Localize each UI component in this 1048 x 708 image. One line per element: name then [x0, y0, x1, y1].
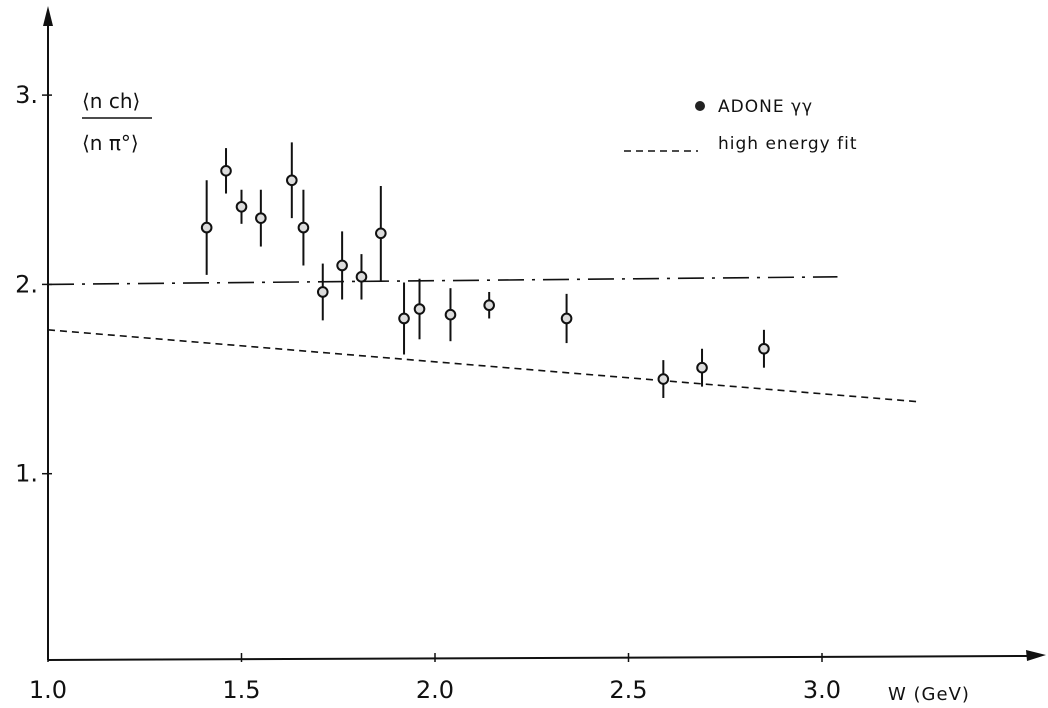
data-marker-0 — [200, 221, 213, 234]
data-marker-9 — [375, 227, 387, 240]
data-point-3 — [255, 189, 267, 247]
data-marker-17 — [758, 342, 770, 355]
data-marker-8 — [355, 271, 368, 283]
data-point-12 — [444, 288, 457, 342]
axes-layer — [43, 6, 1046, 661]
data-marker-14 — [560, 312, 573, 325]
data-marker-1 — [220, 165, 232, 177]
data-point-9 — [375, 185, 387, 281]
data-marker-16 — [696, 361, 708, 374]
ticks-layer: 1.0 1.5 2.0 2.5 3.0 1. 2. 3. — [15, 81, 841, 704]
data-marker-15 — [657, 373, 670, 385]
data-point-14 — [560, 293, 573, 344]
x-axis-arrow — [1026, 650, 1046, 661]
x-axis-label: W (GeV) — [888, 684, 970, 704]
data-point-10 — [398, 282, 410, 355]
data-point-11 — [413, 278, 426, 340]
data-marker-11 — [413, 303, 426, 315]
data-point-17 — [758, 329, 770, 368]
data-marker-7 — [336, 259, 348, 272]
x-tick-label-2: 2.0 — [416, 676, 454, 704]
data-marker-6 — [316, 286, 329, 298]
data-point-5 — [297, 189, 310, 266]
data-point-2 — [235, 189, 248, 224]
high-energy-fit-line — [47, 329, 919, 403]
x-tick-label-4: 3.0 — [803, 676, 841, 704]
data-marker-12 — [444, 308, 457, 321]
data-point-6 — [316, 263, 329, 321]
y-axis-label-numerator: ⟨n ch⟩ — [82, 89, 140, 113]
data-marker-10 — [398, 312, 410, 325]
data-marker-2 — [235, 200, 248, 213]
legend: ADONE γγ high energy fit — [624, 97, 857, 154]
legend-label-adone: ADONE γγ — [718, 97, 813, 117]
y-tick-label-2: 3. — [15, 81, 38, 109]
x-tick-label-0: 1.0 — [29, 676, 67, 704]
data-marker-3 — [255, 212, 267, 224]
dash-dot-reference-line — [47, 276, 838, 286]
y-tick-label-1: 2. — [15, 270, 38, 298]
x-tick-label-1: 1.5 — [222, 676, 260, 704]
legend-marker-adone — [695, 101, 705, 111]
data-point-1 — [220, 148, 232, 194]
data-point-0 — [200, 180, 213, 275]
x-tick-label-3: 2.5 — [609, 676, 647, 704]
x-axis — [47, 655, 1031, 661]
data-point-13 — [483, 291, 495, 319]
legend-label-fit: high energy fit — [718, 134, 857, 154]
points-layer — [200, 142, 770, 398]
data-point-4 — [286, 142, 298, 219]
data-marker-5 — [297, 221, 310, 234]
data-point-16 — [696, 348, 708, 387]
data-marker-4 — [286, 174, 298, 187]
y-axis-label-denominator: ⟨n π°⟩ — [82, 131, 139, 155]
y-axis-label: ⟨n ch⟩ ⟨n π°⟩ — [82, 89, 152, 155]
data-point-15 — [657, 360, 670, 398]
data-point-8 — [355, 254, 368, 300]
data-point-7 — [336, 231, 348, 300]
y-axis-arrow — [43, 6, 53, 26]
data-marker-13 — [483, 299, 495, 312]
lines-layer — [47, 276, 919, 403]
y-tick-label-0: 1. — [15, 460, 38, 488]
